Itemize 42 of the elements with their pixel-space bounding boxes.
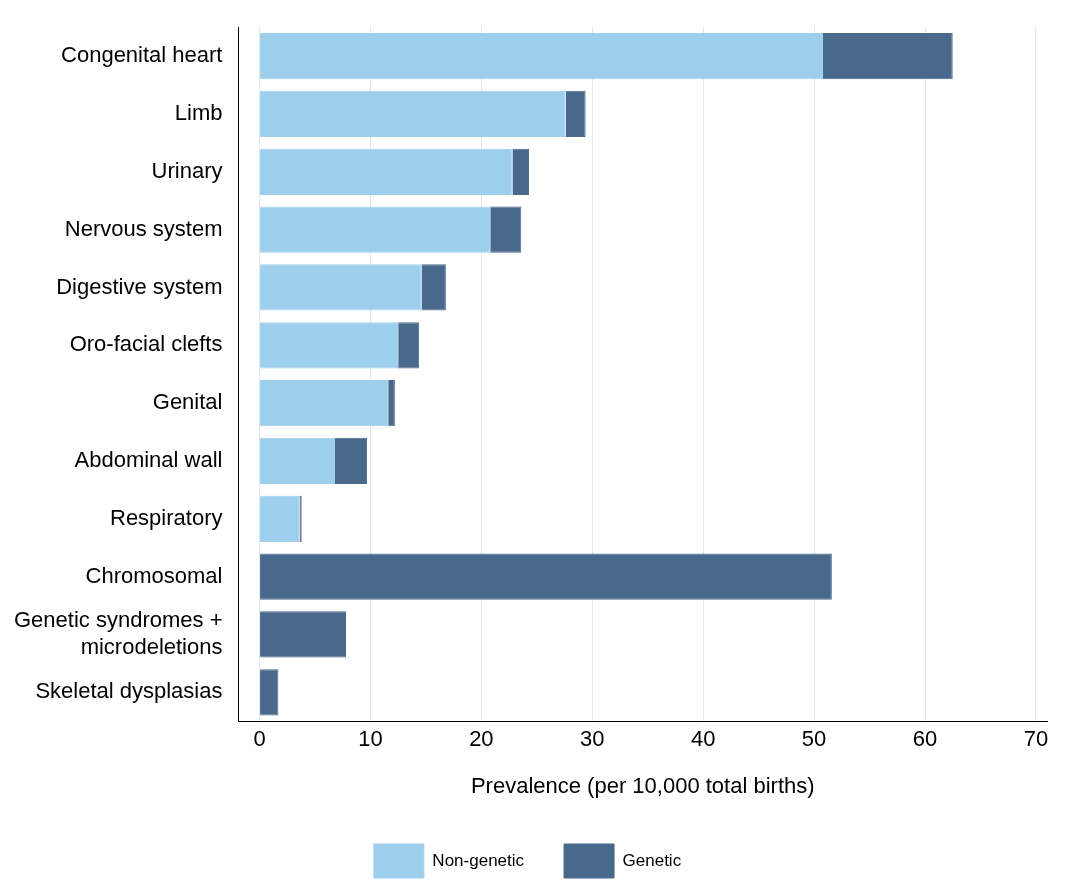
bar bbox=[260, 32, 823, 80]
bar bbox=[512, 148, 530, 195]
bar bbox=[260, 264, 422, 311]
bar bbox=[398, 322, 420, 369]
x-tick-label: 60 bbox=[912, 726, 938, 752]
x-tick-label: 70 bbox=[1023, 726, 1049, 752]
bar bbox=[260, 669, 279, 716]
bar bbox=[490, 206, 522, 253]
bar bbox=[421, 264, 446, 311]
x-tick-label: 0 bbox=[253, 726, 266, 752]
x-tick-label: 50 bbox=[801, 726, 827, 752]
y-tick-label: Respiratory bbox=[110, 504, 223, 530]
legend-label: Non-genetic bbox=[432, 850, 525, 870]
y-tick-label: Skeletal dysplasias bbox=[35, 678, 223, 704]
y-tick-label: Abdominal wall bbox=[74, 447, 223, 473]
bar bbox=[260, 322, 399, 369]
y-tick-label: Nervous system bbox=[64, 215, 223, 241]
legend-label: Genetic bbox=[622, 850, 682, 870]
x-tick-label: 20 bbox=[469, 726, 494, 752]
y-tick-label: Congenital heart bbox=[61, 42, 223, 68]
bar bbox=[565, 90, 586, 138]
y-tick-label: Genetic syndromes + microdeletions bbox=[14, 607, 223, 659]
bar bbox=[260, 553, 832, 600]
bar bbox=[822, 32, 953, 80]
bar bbox=[260, 90, 566, 138]
bar bbox=[260, 379, 389, 427]
bar bbox=[260, 437, 335, 485]
x-tick-label: 30 bbox=[580, 726, 605, 752]
y-tick-label: Oro-facial clefts bbox=[69, 331, 223, 357]
bar bbox=[260, 148, 513, 195]
x-tick-label: 40 bbox=[690, 726, 716, 752]
y-tick-label: Limb bbox=[174, 100, 223, 126]
y-tick-label: Urinary bbox=[151, 157, 223, 183]
bar bbox=[260, 495, 300, 542]
bar bbox=[260, 611, 347, 658]
x-tick-label: 10 bbox=[358, 726, 383, 752]
x-axis-title: Prevalence (per 10,000 total births) bbox=[470, 772, 815, 798]
y-tick-label: Chromosomal bbox=[85, 562, 223, 588]
bar bbox=[334, 437, 368, 485]
y-tick-label: Digestive system bbox=[56, 273, 223, 299]
y-tick-label: Genital bbox=[152, 389, 223, 415]
bar bbox=[260, 206, 491, 253]
